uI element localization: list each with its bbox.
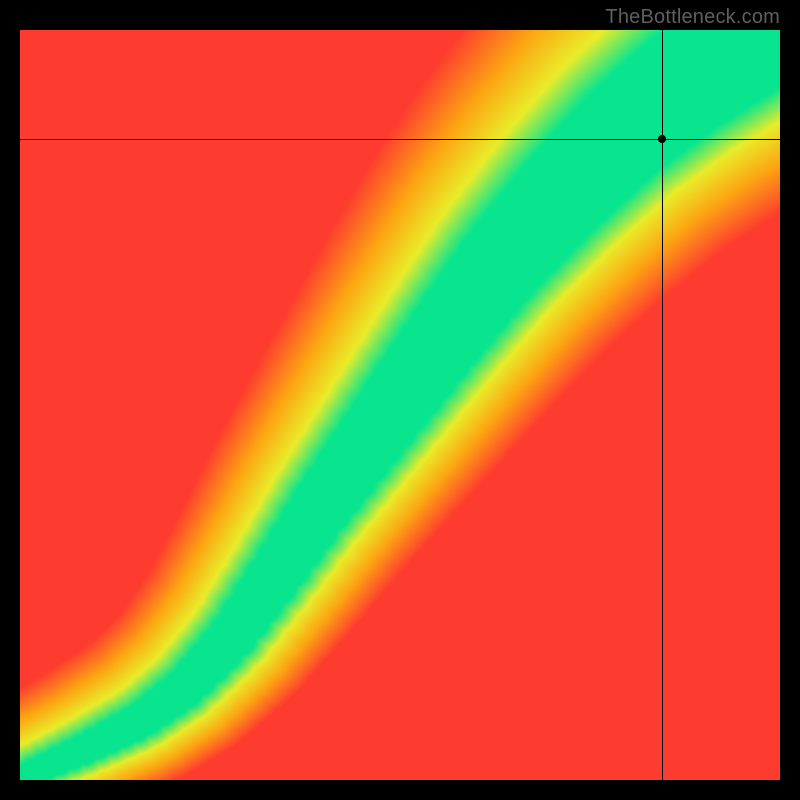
crosshair-marker xyxy=(658,135,666,143)
heatmap-canvas xyxy=(20,30,780,780)
heatmap-plot xyxy=(20,30,780,780)
watermark-text: TheBottleneck.com xyxy=(605,6,780,29)
